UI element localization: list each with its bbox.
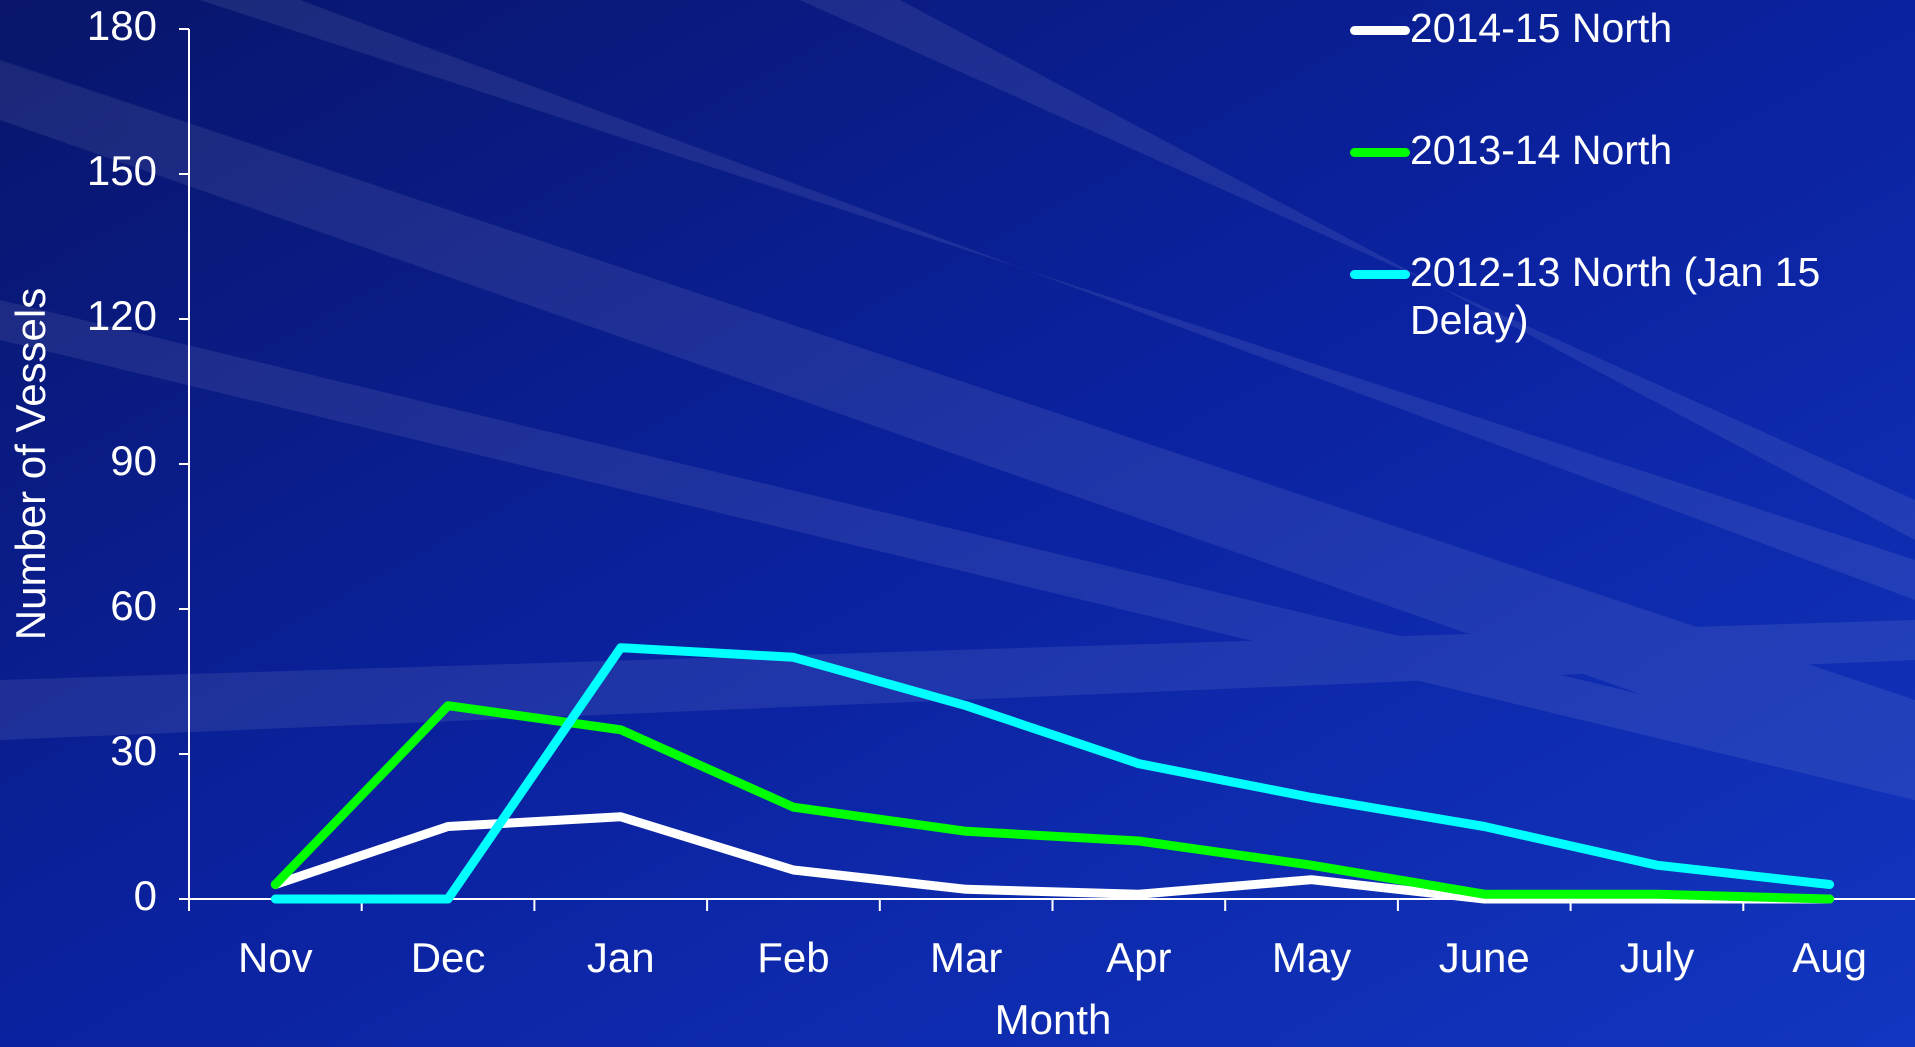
y-tick-label: 180 [87,2,157,49]
x-tick-label: Jan [587,934,655,981]
x-tick-label: Nov [238,934,313,981]
x-tick-label: Mar [930,934,1002,981]
legend-label: 2012-13 North (Jan 15 Delay) [1410,249,1821,343]
legend-label: 2014-15 North [1410,5,1673,51]
x-axis-title: Month [995,996,1112,1043]
legend-swatch [1350,26,1410,35]
legend-swatch [1350,148,1410,157]
x-tick-label: Aug [1792,934,1867,981]
series-line [270,643,1835,904]
x-tick-label: Dec [411,934,486,981]
x-tick-label: Apr [1106,934,1171,981]
y-tick-label: 90 [110,437,157,484]
legend-label: 2013-14 North [1410,127,1673,173]
series-line [270,701,1835,904]
x-tick-label: June [1439,934,1530,981]
series-line [270,812,1835,904]
y-tick-label: 150 [87,147,157,194]
x-tick-label: May [1272,934,1351,981]
legend-swatch [1350,270,1410,279]
y-tick-label: 0 [134,872,157,919]
x-tick-label: July [1620,934,1695,981]
y-tick-label: 30 [110,727,157,774]
y-axis-title: Number of Vessels [7,288,54,641]
x-tick-label: Feb [757,934,829,981]
y-tick-label: 60 [110,582,157,629]
y-tick-label: 120 [87,292,157,339]
